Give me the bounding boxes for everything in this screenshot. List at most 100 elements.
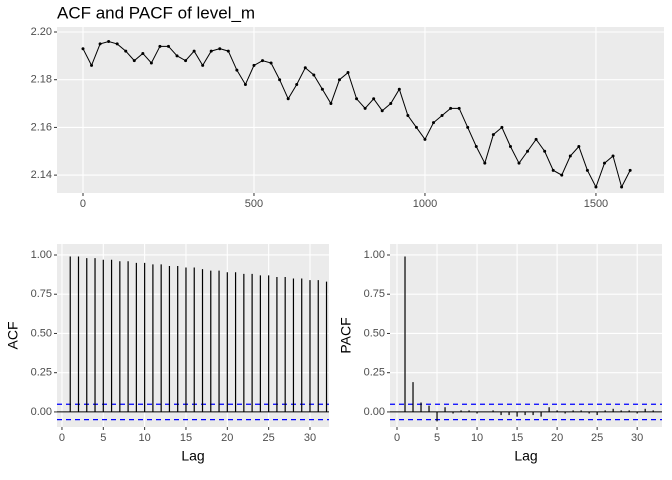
point: [141, 51, 145, 55]
point: [226, 49, 230, 53]
point: [568, 154, 572, 158]
x-tick-label: 500: [245, 198, 263, 210]
point: [158, 44, 162, 48]
x-axis-title: Lag: [514, 448, 537, 464]
x-tick-label: 1000: [413, 198, 437, 210]
point: [124, 49, 128, 53]
point: [81, 47, 85, 51]
x-tick-label: 5: [100, 432, 106, 444]
point: [457, 106, 461, 110]
point: [209, 49, 213, 53]
x-tick-label: 5: [434, 432, 440, 444]
point: [414, 125, 418, 129]
point: [243, 82, 247, 86]
point: [115, 42, 119, 46]
point: [337, 78, 341, 82]
point: [466, 125, 470, 129]
point: [406, 113, 410, 117]
point: [312, 73, 316, 77]
point: [363, 106, 367, 110]
x-tick-label: 1500: [584, 198, 608, 210]
point: [491, 133, 495, 137]
y-tick-label: 0.50: [31, 327, 52, 339]
point: [278, 78, 282, 82]
point: [372, 97, 376, 101]
point: [286, 97, 290, 101]
x-tick-label: 25: [263, 432, 275, 444]
point: [261, 59, 265, 63]
point: [526, 149, 530, 153]
x-tick-label: 0: [394, 432, 400, 444]
point: [329, 102, 333, 106]
point: [594, 185, 598, 189]
point: [98, 42, 102, 46]
x-tick-label: 25: [591, 432, 603, 444]
point: [483, 161, 487, 165]
y-tick-label: 0.75: [364, 288, 385, 300]
x-tick-label: 20: [221, 432, 233, 444]
y-tick-label: 0.00: [364, 406, 385, 418]
y-tick-label: 0.00: [31, 406, 52, 418]
point: [295, 82, 299, 86]
y-axis-title: PACF: [338, 317, 354, 353]
plot-background: [390, 244, 662, 427]
point: [517, 161, 521, 165]
y-tick-label: 0.50: [364, 327, 385, 339]
point: [303, 66, 307, 70]
y-tick-label: 0.75: [31, 288, 52, 300]
point: [175, 54, 179, 58]
x-tick-label: 0: [80, 198, 86, 210]
point: [320, 87, 324, 91]
point: [534, 137, 538, 141]
point: [577, 144, 581, 148]
y-tick-label: 1.00: [364, 249, 385, 261]
y-tick-label: 2.18: [31, 74, 52, 86]
point: [235, 68, 239, 72]
x-tick-label: 20: [551, 432, 563, 444]
point: [628, 168, 632, 172]
point: [166, 44, 170, 48]
point: [201, 63, 205, 67]
point: [184, 59, 188, 63]
point: [508, 144, 512, 148]
plot-background: [57, 27, 664, 193]
point: [423, 137, 427, 141]
point: [90, 63, 94, 67]
x-axis-title: Lag: [181, 448, 204, 464]
y-tick-label: 0.25: [31, 367, 52, 379]
point: [500, 125, 504, 129]
x-tick-label: 0: [59, 432, 65, 444]
x-tick-label: 30: [304, 432, 316, 444]
point: [149, 61, 153, 65]
point: [346, 71, 350, 75]
point: [252, 63, 256, 67]
point: [218, 47, 222, 51]
point: [269, 61, 273, 65]
x-tick-label: 15: [511, 432, 523, 444]
point: [389, 102, 393, 106]
y-tick-label: 1.00: [31, 249, 52, 261]
point: [611, 154, 615, 158]
y-tick-label: 2.20: [31, 26, 52, 38]
y-tick-label: 0.25: [364, 367, 385, 379]
point: [432, 121, 436, 125]
point: [192, 49, 196, 53]
point: [620, 185, 624, 189]
point: [560, 173, 564, 177]
x-tick-label: 10: [471, 432, 483, 444]
point: [474, 144, 478, 148]
point: [543, 149, 547, 153]
point: [397, 87, 401, 91]
point: [602, 161, 606, 165]
point: [107, 40, 111, 44]
y-tick-label: 2.16: [31, 121, 52, 133]
point: [132, 59, 136, 63]
chart-title: ACF and PACF of level_m: [57, 3, 255, 22]
y-axis-title: ACF: [5, 322, 21, 350]
plot-background: [57, 244, 329, 427]
point: [355, 97, 359, 101]
x-tick-label: 10: [139, 432, 151, 444]
x-tick-label: 15: [180, 432, 192, 444]
